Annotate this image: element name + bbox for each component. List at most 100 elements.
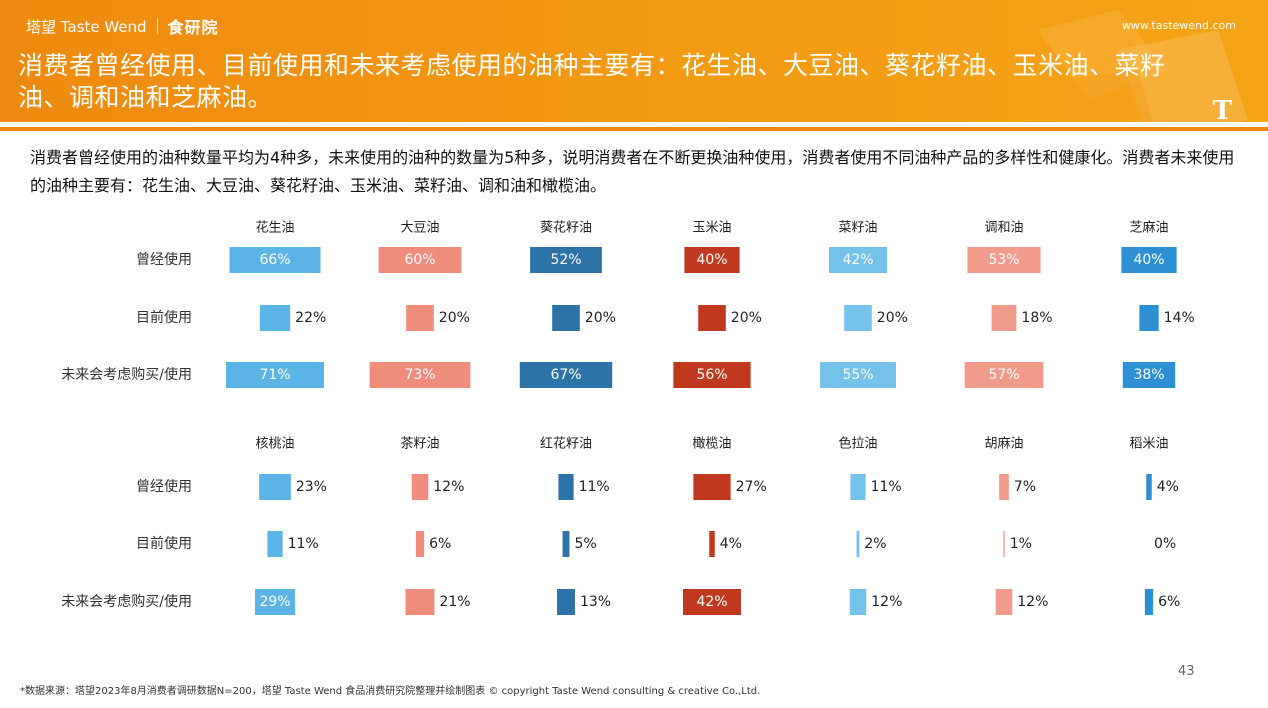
logo-letter: T [1212, 96, 1232, 122]
bar [1121, 247, 1177, 273]
data-label: 12% [1017, 594, 1048, 610]
bar [411, 474, 429, 500]
bar [557, 589, 575, 615]
bar [259, 305, 291, 331]
row-label: 目前使用 [136, 309, 192, 326]
bar [406, 305, 434, 331]
row-label: 曾经使用 [136, 251, 192, 268]
data-label: 11% [288, 536, 319, 552]
row-label: 未来会考虑购买/使用 [61, 593, 192, 610]
bar [964, 362, 1044, 388]
bar [267, 531, 283, 557]
data-label: 29% [259, 594, 290, 610]
data-label: 12% [871, 594, 902, 610]
bar [552, 305, 580, 331]
data-label: 20% [731, 310, 762, 326]
data-label: 60% [404, 252, 435, 268]
data-label: 4% [1157, 479, 1179, 495]
bar [378, 247, 462, 273]
site-url: www.tastewend.com [1121, 19, 1236, 32]
data-label: 42% [696, 594, 727, 610]
data-label: 55% [842, 367, 873, 383]
bar [967, 247, 1041, 273]
brand-sub: 食研院 [167, 18, 219, 37]
row-label: 目前使用 [136, 535, 192, 552]
bar [820, 362, 896, 388]
footer-source: *数据来源：塔望2023年8月消费者调研数据N=200，塔望 Taste Wen… [20, 686, 761, 697]
bar [226, 362, 324, 388]
category-label: 茶籽油 [400, 436, 439, 452]
data-label: 27% [736, 479, 767, 495]
bar [856, 531, 860, 557]
data-label: 18% [1021, 310, 1052, 326]
category-label: 菜籽油 [838, 221, 877, 236]
data-label: 38% [1133, 367, 1164, 383]
bar [683, 589, 741, 615]
bar [850, 474, 866, 500]
bar [991, 305, 1017, 331]
category-label: 芝麻油 [1129, 220, 1168, 236]
data-label: 5% [574, 536, 596, 552]
category-label: 花生油 [255, 220, 294, 236]
data-label: 2% [864, 536, 886, 552]
row-label: 未来会考虑购买/使用 [61, 366, 192, 383]
data-label: 23% [296, 479, 327, 495]
data-label: 53% [988, 252, 1019, 268]
data-label: 11% [871, 479, 902, 495]
category-label: 稻米油 [1129, 437, 1168, 452]
data-label: 66% [259, 252, 290, 268]
brand-logo: 塔望 Taste Wend 食研院 [26, 14, 219, 38]
description-text: 消费者曾经使用的油种数量平均为4种多，未来使用的油种的数量为5种多，说明消费者在… [30, 148, 1235, 195]
bar [1003, 531, 1005, 557]
bar [562, 531, 570, 557]
bar [259, 474, 291, 500]
bar [519, 362, 613, 388]
data-label: 13% [580, 594, 611, 610]
category-label: 橄榄油 [692, 436, 731, 452]
category-label: 红花籽油 [540, 436, 592, 452]
data-label: 73% [404, 367, 435, 383]
data-label: 67% [550, 367, 581, 383]
bar [829, 247, 887, 273]
row-label: 曾经使用 [136, 478, 192, 495]
category-label: 调和油 [984, 221, 1023, 236]
data-label: 40% [1133, 252, 1164, 268]
data-label: 14% [1164, 310, 1195, 326]
category-label: 核桃油 [255, 437, 294, 452]
bar [369, 362, 471, 388]
data-label: 20% [585, 310, 616, 326]
bar [1122, 362, 1176, 388]
bar [673, 362, 751, 388]
category-label: 葵花籽油 [540, 220, 592, 236]
data-label: 22% [295, 310, 326, 326]
data-label: 11% [579, 479, 610, 495]
bar [254, 589, 296, 615]
category-label: 胡麻油 [984, 437, 1023, 452]
bar [1144, 589, 1154, 615]
data-label: 12% [433, 479, 464, 495]
page-number: 43 [1178, 664, 1195, 679]
header-banner: 塔望 Taste Wend 食研院 www.tastewend.com 消费者曾… [0, 0, 1268, 122]
bar [698, 305, 726, 331]
bar [229, 247, 321, 273]
bar [995, 589, 1013, 615]
bar [849, 589, 867, 615]
brand-divider [156, 18, 158, 34]
bar [684, 247, 740, 273]
data-label: 71% [259, 367, 290, 383]
brand-name: 塔望 Taste Wend [26, 17, 147, 36]
data-label: 6% [429, 536, 451, 552]
header-decoration-graphic [1038, 10, 1248, 122]
category-label: 玉米油 [692, 221, 731, 236]
bar [415, 531, 425, 557]
data-label: 0% [1154, 536, 1176, 552]
bar [693, 474, 731, 500]
bar [405, 589, 435, 615]
header-underline [0, 127, 1268, 131]
data-label: 40% [696, 252, 727, 268]
bar [558, 474, 574, 500]
data-label: 4% [720, 536, 742, 552]
bar [844, 305, 872, 331]
data-label: 52% [550, 252, 581, 268]
